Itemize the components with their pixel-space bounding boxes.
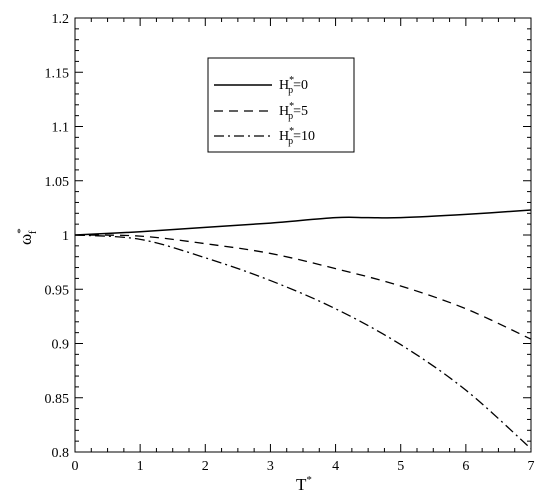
- series-line-hp5: [74, 234, 532, 340]
- y-tick-label: 1.2: [52, 12, 70, 27]
- y-axis-label: ω*f: [15, 228, 39, 245]
- y-tick-label: 1: [62, 229, 69, 244]
- x-tick-label: 3: [267, 459, 274, 474]
- axis-ticks: 0 1 2 3 4 5 6 7 0.8 0.85 0.9 0.95 1 1.05 1.1 1.15 1.2: [45, 12, 535, 474]
- y-tick-label: 0.85: [45, 392, 70, 407]
- x-axis-label: T*: [296, 474, 312, 494]
- x-tick-label: 7: [528, 459, 535, 474]
- legend-label-hp10: H* p=10: [279, 126, 315, 147]
- legend: H* p=0 H* p=5 H* p=10: [207, 57, 355, 153]
- x-tick-label: 5: [397, 459, 404, 474]
- y-tick-label: 1.05: [45, 175, 70, 190]
- x-tick-label: 0: [72, 459, 79, 474]
- y-tick-label: 0.95: [45, 283, 70, 298]
- legend-label-hp5: H* p=5: [279, 101, 308, 122]
- series-line-hp0: [74, 209, 532, 236]
- y-tick-label: 0.8: [52, 446, 70, 461]
- x-tick-label: 6: [462, 459, 469, 474]
- series-line-hp10: [74, 234, 532, 450]
- y-tick-label: 1.15: [45, 66, 70, 81]
- x-tick-label: 2: [202, 459, 209, 474]
- x-tick-label: 4: [332, 459, 339, 474]
- legend-box: [207, 57, 355, 153]
- y-tick-label: 0.9: [52, 338, 70, 353]
- series-lines: [74, 209, 532, 450]
- x-tick-label: 1: [137, 459, 144, 474]
- y-tick-label: 1.1: [52, 121, 70, 136]
- legend-label-hp0: H* p=0: [279, 75, 308, 96]
